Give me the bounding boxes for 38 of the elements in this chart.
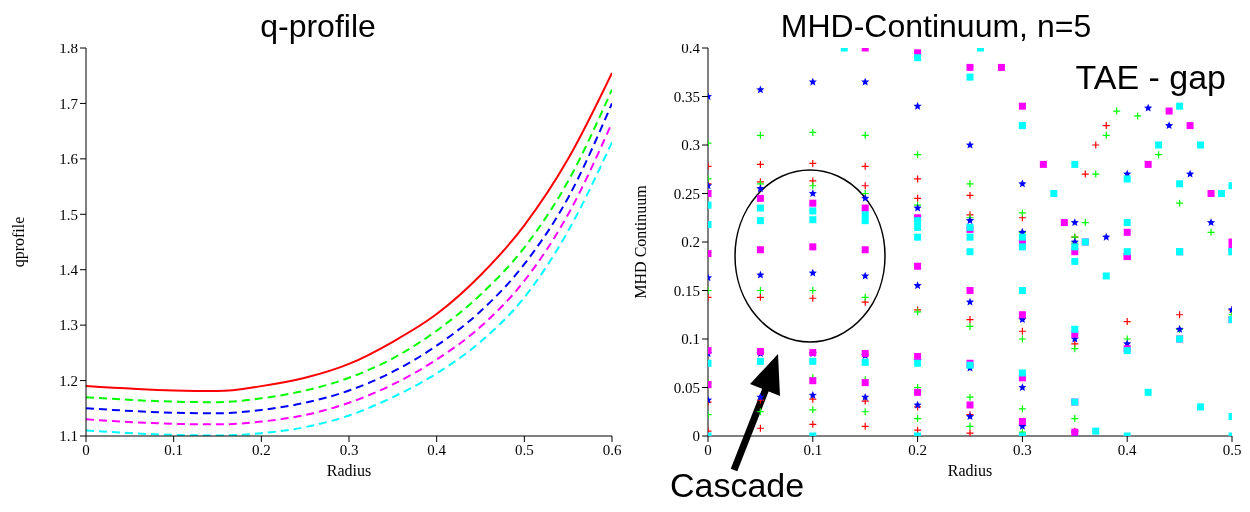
chart-title: q-profile — [260, 8, 376, 44]
y-tick-label: 0 — [692, 428, 700, 445]
y-tick-label: 0.2 — [681, 234, 700, 251]
y-tick-label: 1.2 — [59, 372, 78, 389]
x-tick-label: 0.3 — [1013, 441, 1032, 458]
y-tick-label: 1.4 — [59, 262, 79, 279]
x-tick-label: 0.4 — [1117, 441, 1138, 458]
x-tick-label: 0.6 — [602, 441, 622, 458]
x-tick-label: 0 — [82, 441, 90, 458]
y-tick-label: 1.5 — [59, 206, 78, 223]
x-tick-label: 0.2 — [251, 441, 271, 458]
y-tick-label: 0.25 — [673, 185, 700, 202]
y-tick-label: 0.15 — [673, 282, 700, 299]
x-tick-label: 0.1 — [164, 441, 184, 458]
chart-title: MHD-Continuum, n=5 — [780, 8, 1092, 44]
x-tick-label: 0.1 — [803, 441, 823, 458]
y-tick-label: 0.35 — [673, 88, 700, 105]
y-tick-label: 0.4 — [681, 40, 701, 57]
x-tick-label: 0.5 — [1222, 441, 1242, 458]
y-tick-label: 1.6 — [59, 151, 79, 168]
y-axis-title: MHD Continuum — [631, 184, 649, 299]
x-axis-title: Radius — [326, 462, 372, 479]
y-axis-title: qprofile — [9, 216, 28, 268]
text: Cascade — [670, 466, 805, 504]
y-tick-label: 1.3 — [59, 317, 78, 334]
x-tick-label: 0.2 — [908, 441, 927, 458]
annotation: TAE - gap — [1075, 58, 1226, 97]
y-tick-label: 1.7 — [59, 95, 79, 112]
x-tick-label: 0.5 — [514, 441, 534, 458]
y-tick-label: 1.8 — [59, 40, 78, 57]
x-tick-label: 0.4 — [427, 441, 447, 458]
y-tick-label: 1.1 — [59, 428, 78, 445]
y-tick-label: 0.3 — [681, 137, 700, 154]
x-tick-label: 0.3 — [339, 441, 359, 458]
y-tick-label: 0.05 — [673, 379, 700, 396]
x-tick-label: 0 — [704, 441, 712, 458]
x-axis-title: Radius — [947, 462, 993, 479]
y-tick-label: 0.1 — [681, 331, 700, 348]
